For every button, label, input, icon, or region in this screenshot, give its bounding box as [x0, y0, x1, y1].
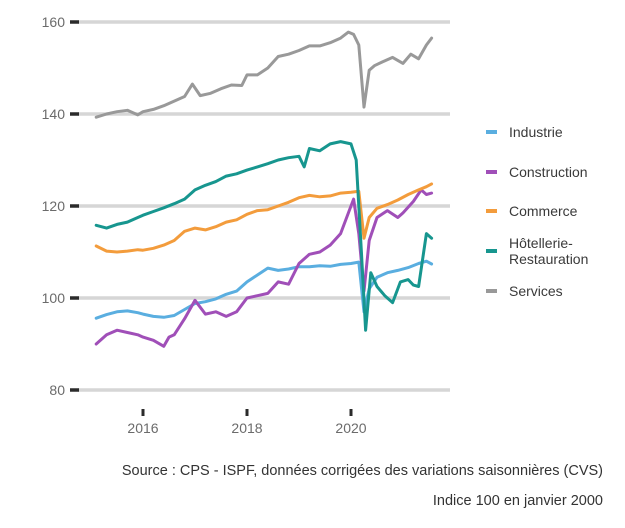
x-tick-label: 2020 [335, 420, 366, 436]
legend-swatch-commerce [486, 209, 497, 213]
x-tick-label: 2018 [231, 420, 262, 436]
legend-item-commerce: Commerce [486, 203, 577, 219]
y-tick-label: 80 [49, 382, 65, 398]
index-note: Indice 100 en janvier 2000 [432, 493, 603, 509]
legend-label: Construction [509, 164, 588, 180]
legend-swatch-construction [486, 170, 497, 174]
legend-label: Hôtellerie- Restauration [509, 235, 589, 267]
series-line-construction [94, 188, 434, 348]
legend-swatch-industrie [486, 130, 497, 134]
y-tick-label: 120 [42, 198, 66, 214]
series-line-h-tellerie-restauration [94, 140, 434, 332]
series-line-services [94, 30, 434, 119]
legend-item-services: Services [486, 283, 563, 299]
legend-label: Services [509, 283, 563, 299]
y-tick-label: 100 [42, 290, 66, 306]
legend-item-industrie: Industrie [486, 124, 563, 140]
legend-label: Industrie [509, 124, 563, 140]
legend-item-hotellerie-restauration: Hôtellerie- Restauration [486, 235, 588, 267]
source-note: Source : CPS - ISPF, données corrigées d… [121, 463, 603, 479]
legend-swatch-services [486, 289, 497, 293]
legend-label: Commerce [509, 203, 578, 219]
series-line-industrie [94, 259, 434, 320]
series-line-commerce [94, 182, 434, 254]
legend-swatch-hotellerie-restauration [486, 249, 497, 253]
y-tick-label: 140 [42, 106, 66, 122]
x-tick-label: 2016 [127, 420, 158, 436]
y-tick-label: 160 [42, 14, 66, 30]
legend-item-construction: Construction [486, 164, 588, 180]
